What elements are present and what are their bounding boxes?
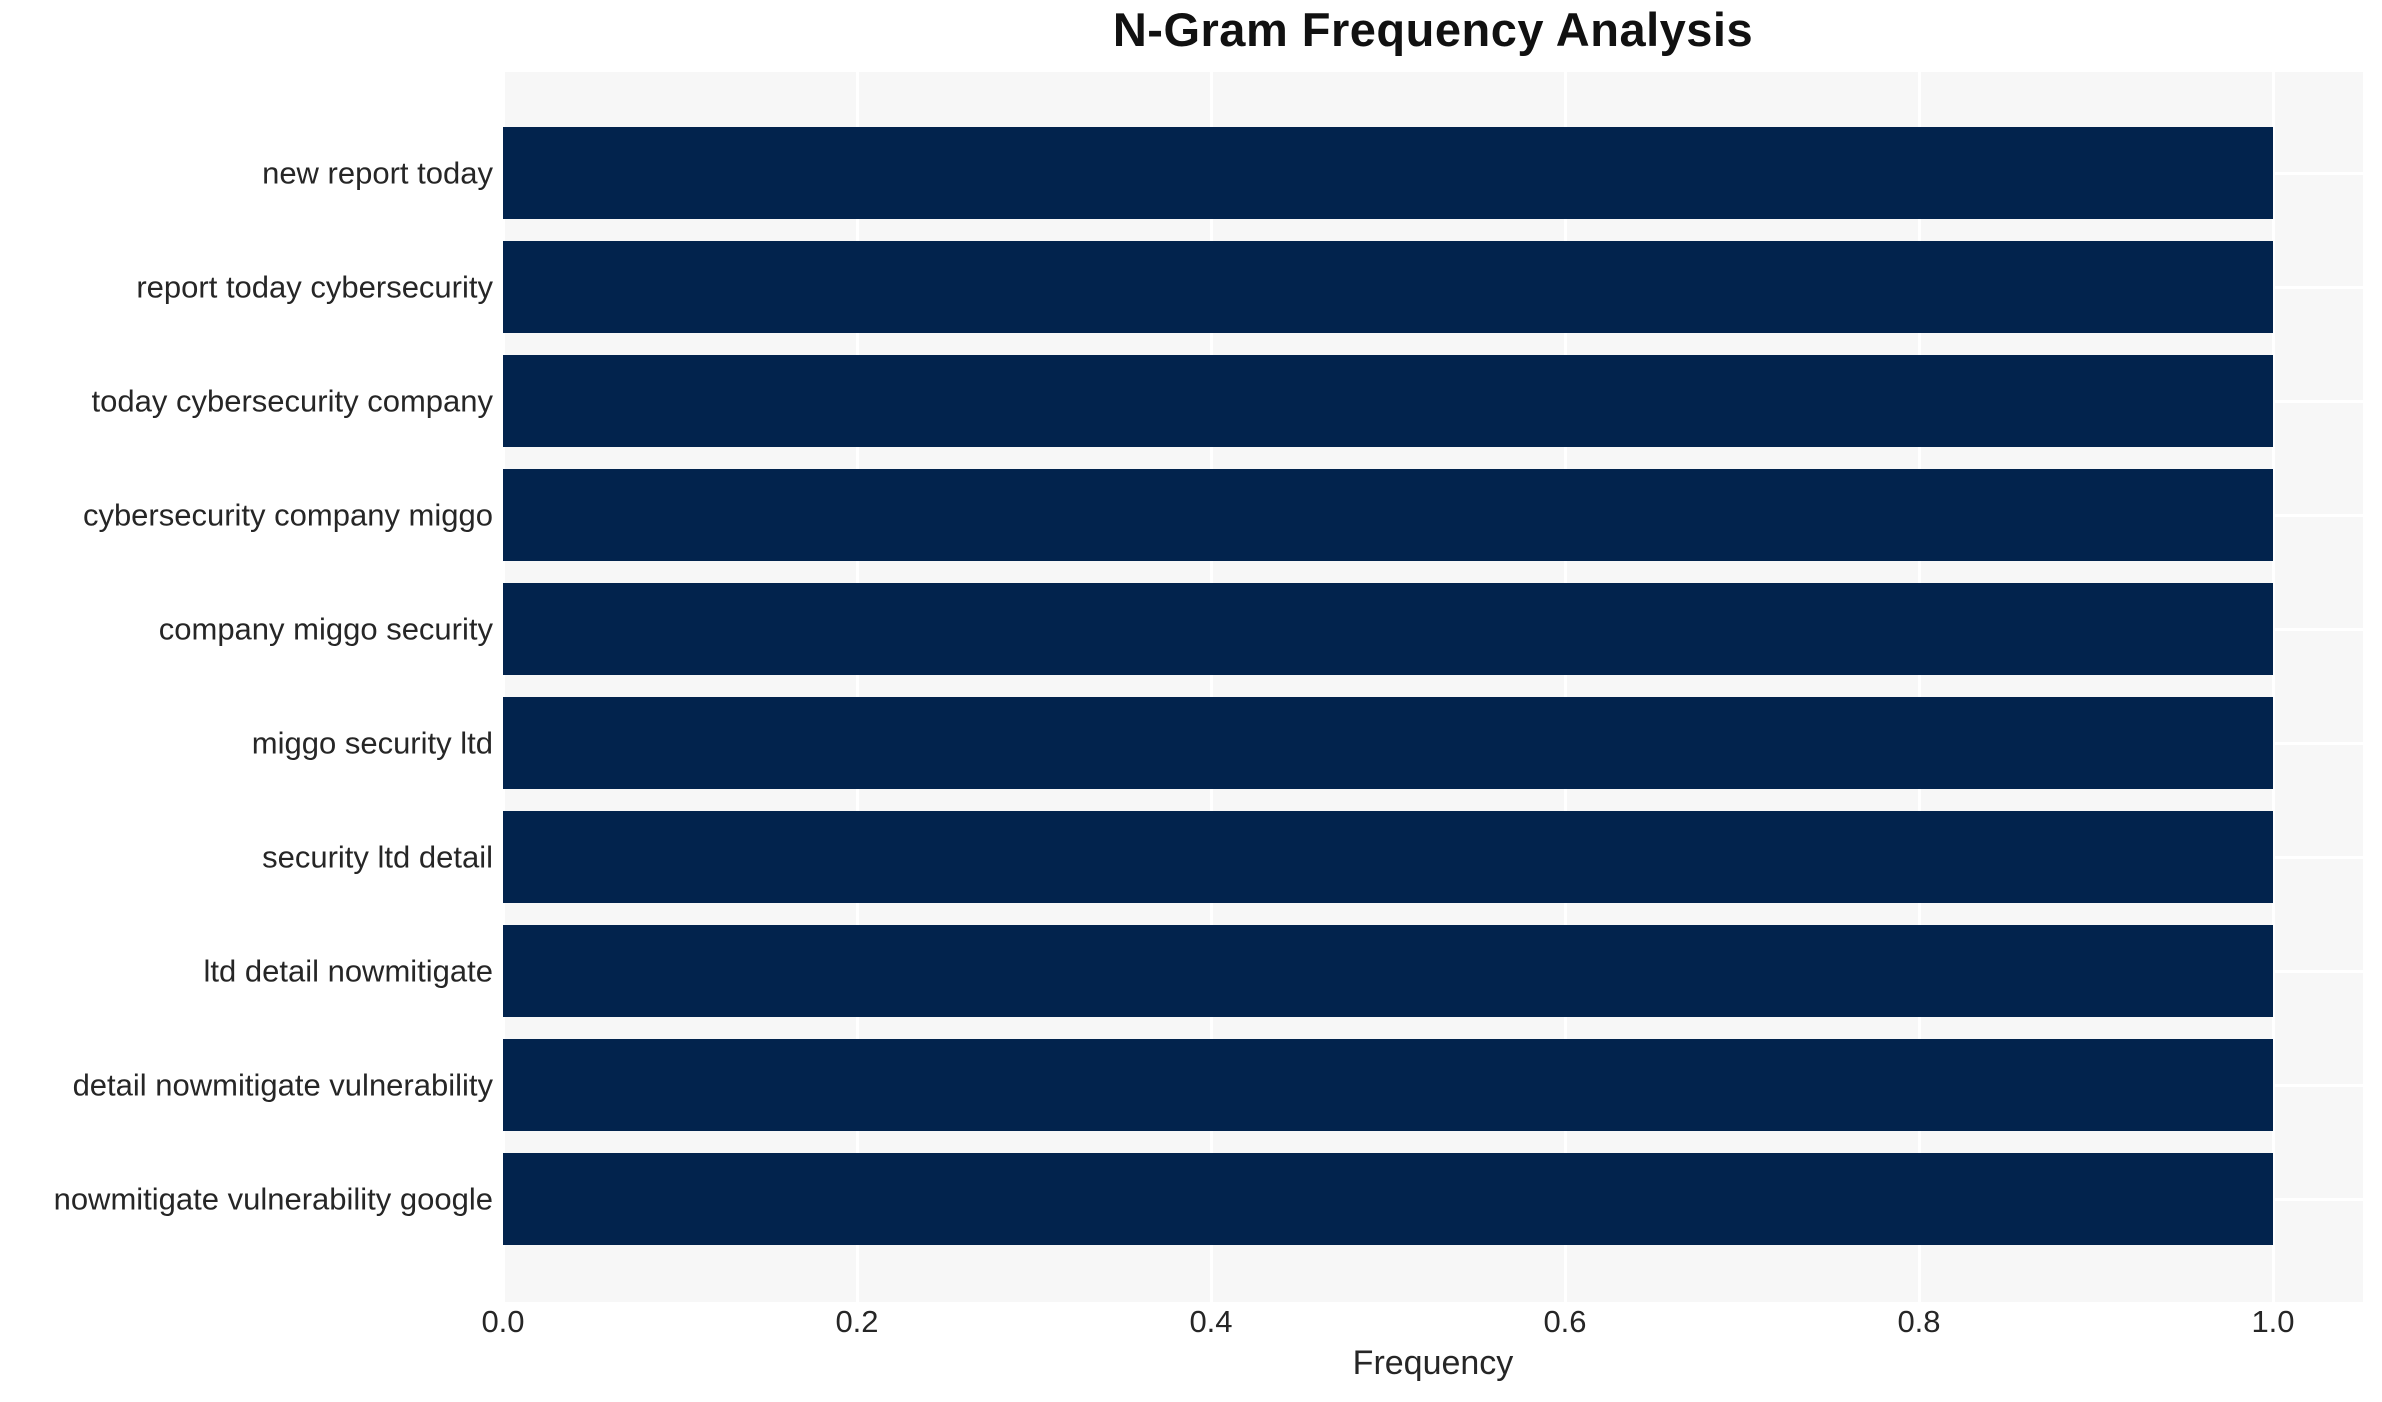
y-axis-label: new report today: [262, 155, 493, 191]
y-axis-label: report today cybersecurity: [136, 269, 493, 305]
gridline-vertical: [1209, 72, 1213, 1302]
x-axis-tick-label: 0.2: [835, 1304, 879, 1339]
bar: [503, 127, 2273, 219]
y-axis-label: today cybersecurity company: [91, 383, 493, 419]
x-axis-title: Frequency: [1352, 1344, 1514, 1382]
x-axis-tick-label: 0.0: [481, 1304, 525, 1339]
y-axis-label: ltd detail nowmitigate: [203, 953, 494, 989]
bar: [503, 811, 2273, 903]
gridline-vertical: [1917, 72, 1921, 1302]
bar: [503, 469, 2273, 561]
gridline-vertical: [501, 72, 505, 1302]
bar: [503, 925, 2273, 1017]
chart-title: N-Gram Frequency Analysis: [1112, 3, 1754, 56]
gridline-vertical: [855, 72, 859, 1302]
bar: [503, 355, 2273, 447]
bar: [503, 1153, 2273, 1245]
plot-area: [501, 72, 2363, 1302]
bar: [503, 583, 2273, 675]
bar: [503, 697, 2273, 789]
y-axis-label: company miggo security: [158, 611, 493, 647]
bar: [503, 241, 2273, 333]
x-axis-tick-label: 0.4: [1189, 1304, 1233, 1339]
y-axis-label: detail nowmitigate vulnerability: [72, 1067, 493, 1103]
x-axis-tick-label: 0.8: [1897, 1304, 1941, 1339]
gridline-vertical: [2271, 72, 2275, 1302]
y-axis-label: nowmitigate vulnerability google: [53, 1181, 493, 1217]
x-axis-tick-label: 1.0: [2251, 1304, 2295, 1339]
y-axis-label: cybersecurity company miggo: [82, 497, 493, 533]
x-axis-tick-label: 0.6: [1543, 1304, 1587, 1339]
bar: [503, 1039, 2273, 1131]
y-axis-label: miggo security ltd: [251, 725, 493, 761]
y-axis-label: security ltd detail: [262, 839, 493, 875]
gridline-vertical: [1563, 72, 1567, 1302]
